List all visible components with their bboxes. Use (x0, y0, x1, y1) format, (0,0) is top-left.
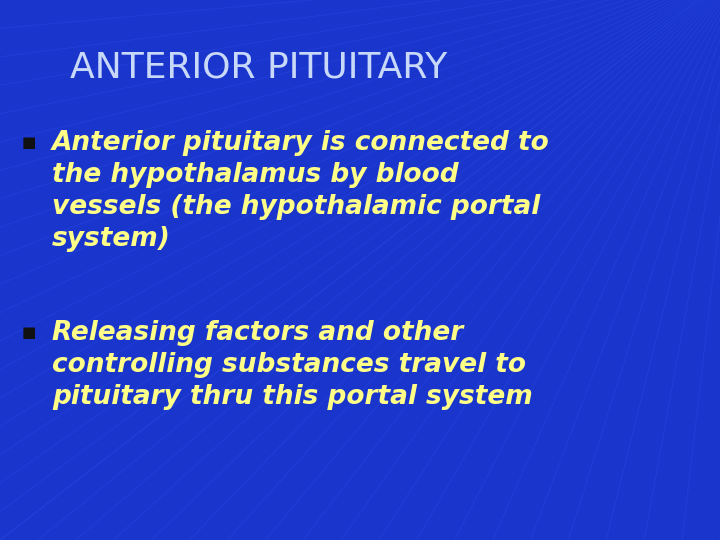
Text: ■: ■ (22, 325, 37, 340)
Text: ANTERIOR PITUITARY: ANTERIOR PITUITARY (70, 50, 447, 84)
Text: Anterior pituitary is connected to
the hypothalamus by blood
vessels (the hypoth: Anterior pituitary is connected to the h… (52, 130, 550, 252)
Text: Releasing factors and other
controlling substances travel to
pituitary thru this: Releasing factors and other controlling … (52, 320, 533, 410)
Text: ■: ■ (22, 135, 37, 150)
